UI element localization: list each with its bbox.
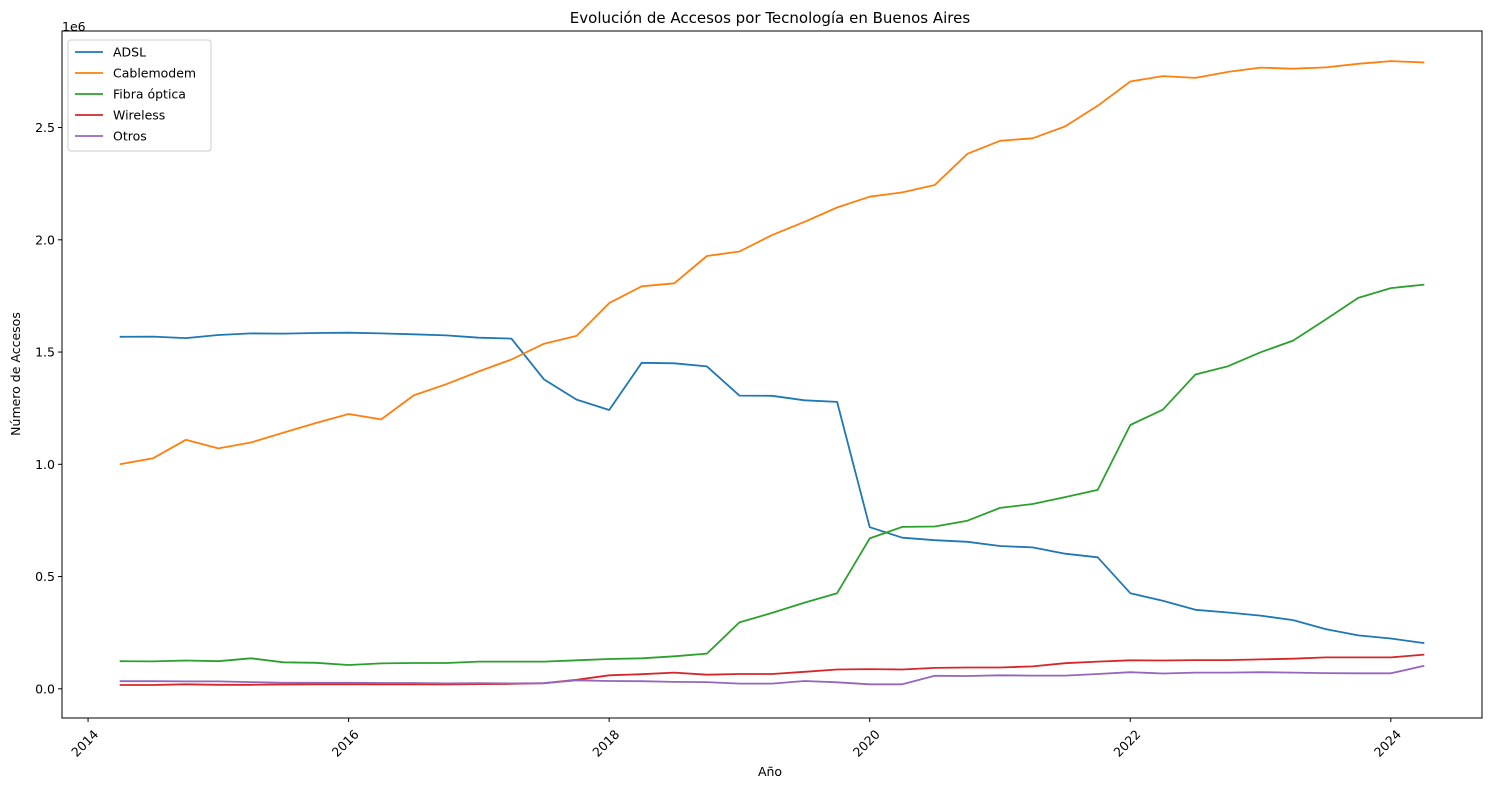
legend-label-1: Cablemodem bbox=[113, 66, 196, 81]
legend-box bbox=[67, 39, 212, 152]
series-line-3 bbox=[119, 653, 1425, 686]
y-offset-label: 1e6 bbox=[62, 19, 86, 34]
y-tick-label: 2.0 bbox=[35, 232, 55, 247]
legend-label-3: Wireless bbox=[113, 108, 165, 123]
y-axis-title: Número de Accesos bbox=[8, 312, 23, 436]
legend: ADSL Cablemodem Fibra óptica Wireless Otros bbox=[67, 39, 212, 152]
y-tick-label: 0.0 bbox=[35, 681, 55, 696]
x-tick-label: 2024 bbox=[1371, 727, 1404, 760]
legend-label-0: ADSL bbox=[113, 45, 146, 60]
x-axis-title: Año bbox=[758, 764, 782, 779]
series-line-2 bbox=[119, 283, 1425, 666]
chart-title: Evolución de Accesos por Tecnología en B… bbox=[570, 9, 971, 27]
x-tick-label: 2022 bbox=[1110, 727, 1143, 760]
y-tick-label: 0.5 bbox=[35, 569, 55, 584]
x-tick-label: 2018 bbox=[589, 727, 622, 760]
y-tick-label: 1.0 bbox=[35, 457, 55, 472]
legend-label-2: Fibra óptica bbox=[113, 87, 186, 102]
plot-area bbox=[119, 60, 1425, 686]
series-line-1 bbox=[119, 60, 1425, 466]
x-tick-label: 2020 bbox=[850, 727, 883, 760]
plot-frame bbox=[61, 30, 1483, 719]
y-tick-label: 1.5 bbox=[35, 345, 55, 360]
x-tick-label: 2014 bbox=[68, 727, 101, 760]
y-tick-label: 2.5 bbox=[35, 120, 55, 135]
legend-label-4: Otros bbox=[113, 129, 147, 144]
x-tick-label: 2016 bbox=[329, 727, 362, 760]
series-line-0 bbox=[119, 331, 1425, 645]
series-line-4 bbox=[119, 664, 1425, 686]
